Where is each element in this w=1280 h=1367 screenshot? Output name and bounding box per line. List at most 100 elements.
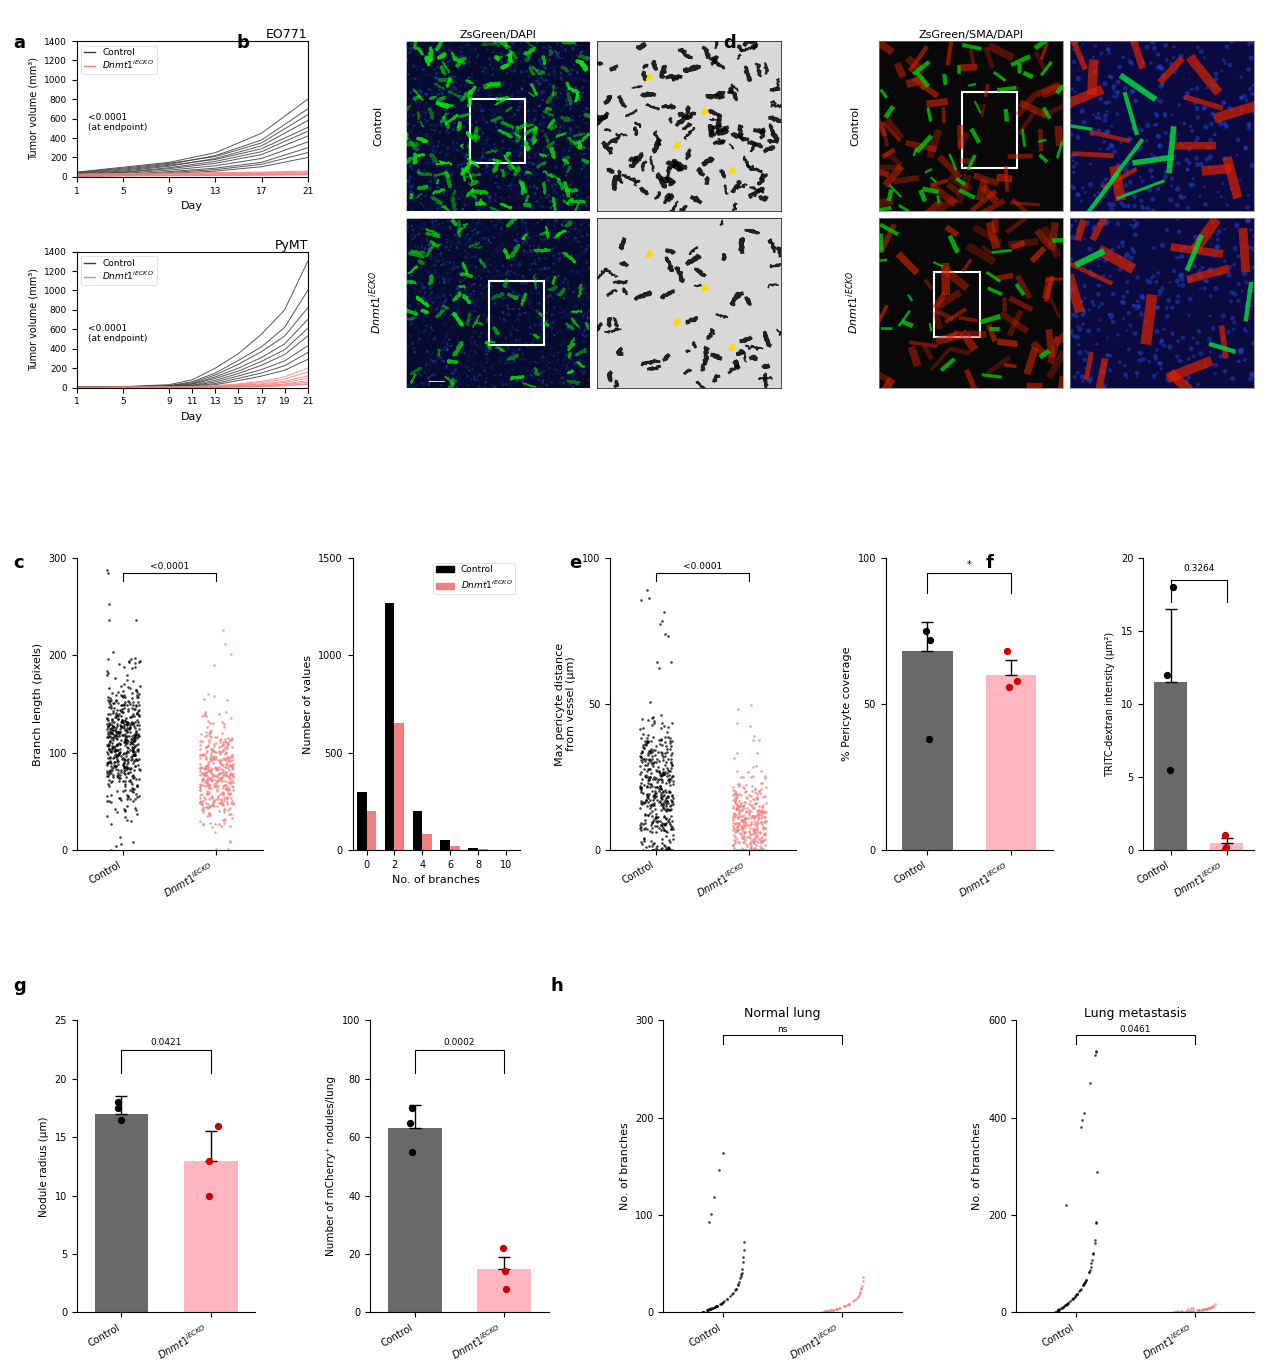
- Point: [521, 297, 541, 319]
- Point: [563, 351, 584, 373]
- Point: [1092, 293, 1112, 314]
- Point: [504, 282, 525, 303]
- Point: [663, 817, 684, 839]
- Point: [567, 313, 588, 335]
- Point: [419, 111, 439, 133]
- Point: [470, 150, 490, 172]
- Point: [563, 313, 584, 335]
- Point: [417, 183, 438, 205]
- Point: [1160, 157, 1180, 179]
- Point: [1194, 278, 1215, 299]
- Point: [530, 49, 550, 71]
- Point: [522, 70, 543, 92]
- Point: [498, 261, 518, 283]
- Point: [1204, 123, 1225, 145]
- Point: [124, 730, 145, 752]
- Point: [1164, 46, 1184, 68]
- Point: [1133, 52, 1153, 74]
- Point: [1183, 168, 1203, 190]
- Point: [1087, 107, 1107, 128]
- Point: [570, 291, 590, 313]
- Point: [554, 349, 575, 370]
- Point: [657, 781, 677, 802]
- Point: [732, 817, 753, 839]
- Point: [641, 730, 662, 752]
- Point: [691, 1301, 712, 1323]
- Bar: [394, 723, 404, 850]
- Point: [1083, 217, 1103, 239]
- Point: [562, 193, 582, 215]
- Point: [518, 375, 539, 396]
- Point: [579, 258, 599, 280]
- Point: [198, 767, 219, 789]
- Point: [220, 729, 241, 750]
- Point: [442, 164, 462, 186]
- Point: [109, 725, 129, 746]
- Point: [476, 343, 497, 365]
- Point: [201, 719, 221, 741]
- Point: [724, 828, 745, 850]
- Point: [115, 727, 136, 749]
- Point: [1123, 81, 1143, 103]
- Point: [646, 805, 667, 827]
- Point: [106, 707, 127, 729]
- Point: [515, 239, 535, 261]
- Point: [398, 280, 419, 302]
- Point: [461, 301, 481, 323]
- Point: [746, 831, 767, 853]
- Point: [548, 265, 568, 287]
- Point: [497, 116, 517, 138]
- Point: [1176, 370, 1197, 392]
- Point: [527, 294, 548, 316]
- Point: [466, 223, 486, 245]
- Point: [457, 232, 477, 254]
- Point: [742, 839, 763, 861]
- Point: [525, 118, 545, 139]
- Point: [1202, 74, 1222, 96]
- Point: [428, 303, 448, 325]
- Point: [462, 290, 483, 312]
- Point: [461, 81, 481, 103]
- Point: [637, 580, 658, 601]
- Point: [433, 212, 453, 234]
- Point: [577, 239, 598, 261]
- Point: [479, 305, 499, 327]
- Point: [515, 131, 535, 153]
- Point: [476, 339, 497, 361]
- Point: [559, 82, 580, 104]
- Point: [577, 124, 598, 146]
- Point: [663, 766, 684, 787]
- Point: [449, 141, 470, 163]
- Point: [462, 246, 483, 268]
- Point: [563, 287, 584, 309]
- Point: [435, 291, 456, 313]
- Point: [659, 760, 680, 782]
- Point: [1083, 291, 1103, 313]
- Point: [1112, 46, 1133, 68]
- Point: [644, 793, 664, 815]
- Point: [704, 1185, 724, 1207]
- Point: [728, 790, 749, 812]
- Point: [659, 760, 680, 782]
- Point: [449, 87, 470, 109]
- Bar: [422, 834, 433, 850]
- Point: [1102, 198, 1123, 220]
- Text: ns: ns: [777, 1025, 787, 1033]
- Point: [538, 308, 558, 329]
- Point: [727, 839, 748, 861]
- Point: [544, 127, 564, 149]
- Point: [500, 375, 521, 396]
- Point: [1126, 365, 1147, 387]
- Point: [525, 314, 545, 336]
- Point: [445, 224, 466, 246]
- Point: [430, 112, 451, 134]
- Point: [438, 228, 458, 250]
- Point: [1047, 1300, 1068, 1322]
- Point: [447, 366, 467, 388]
- Point: [1065, 1285, 1085, 1307]
- Point: [1240, 368, 1261, 390]
- Point: [434, 272, 454, 294]
- Point: [214, 793, 234, 815]
- Point: [723, 837, 744, 858]
- Point: [214, 755, 234, 776]
